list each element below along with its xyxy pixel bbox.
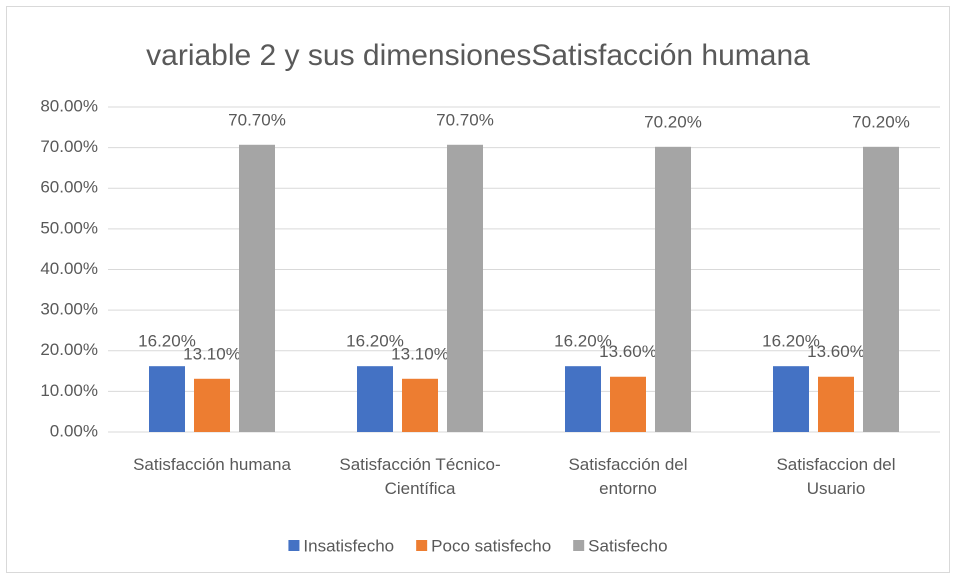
bar: [863, 146, 899, 432]
x-tick-label: Satisfaccion del Usuario: [776, 455, 896, 498]
data-label: 16.20%: [138, 332, 196, 351]
data-label: 70.70%: [228, 110, 286, 129]
bar: [149, 366, 185, 432]
y-tick-label: 0.00%: [50, 421, 98, 440]
legend-label: Satisfecho: [588, 536, 667, 555]
legend-swatch: [288, 540, 300, 551]
data-label: 13.60%: [807, 342, 865, 361]
y-tick-label: 10.00%: [40, 381, 98, 400]
data-label: 70.70%: [436, 110, 494, 129]
data-label: 70.20%: [852, 112, 910, 131]
y-tick-label: 20.00%: [40, 340, 98, 359]
data-label: 13.60%: [599, 342, 657, 361]
x-tick-label: Satisfacción Técnico- Científica: [339, 455, 501, 498]
bar: [818, 376, 854, 432]
y-tick-label: 40.00%: [40, 259, 98, 278]
bar: [610, 376, 646, 432]
y-tick-label: 60.00%: [40, 178, 98, 197]
bar: [447, 144, 483, 432]
chart-title: variable 2 y sus dimensionesSatisfacción…: [146, 39, 810, 72]
legend-label: Poco satisfecho: [431, 536, 551, 555]
data-label: 16.20%: [554, 332, 612, 351]
y-tick-label: 70.00%: [40, 137, 98, 156]
bar: [239, 144, 275, 432]
bar: [357, 366, 393, 432]
y-tick-label: 80.00%: [40, 96, 98, 115]
y-tick-label: 50.00%: [40, 218, 98, 237]
x-tick-label: Satisfacción humana: [133, 455, 291, 474]
bar: [402, 378, 438, 432]
data-label: 13.10%: [391, 344, 449, 363]
bar: [565, 366, 601, 432]
y-tick-label: 30.00%: [40, 300, 98, 319]
bar: [773, 366, 809, 432]
legend-swatch: [416, 540, 428, 551]
legend-label: Insatisfecho: [303, 536, 394, 555]
data-label: 16.20%: [762, 332, 820, 351]
data-label: 13.10%: [183, 344, 241, 363]
bar: [655, 146, 691, 432]
legend-swatch: [573, 540, 585, 551]
bar: [194, 378, 230, 432]
data-label: 70.20%: [644, 112, 702, 131]
data-label: 16.20%: [346, 332, 404, 351]
x-tick-label: Satisfacción del entorno: [568, 455, 688, 498]
